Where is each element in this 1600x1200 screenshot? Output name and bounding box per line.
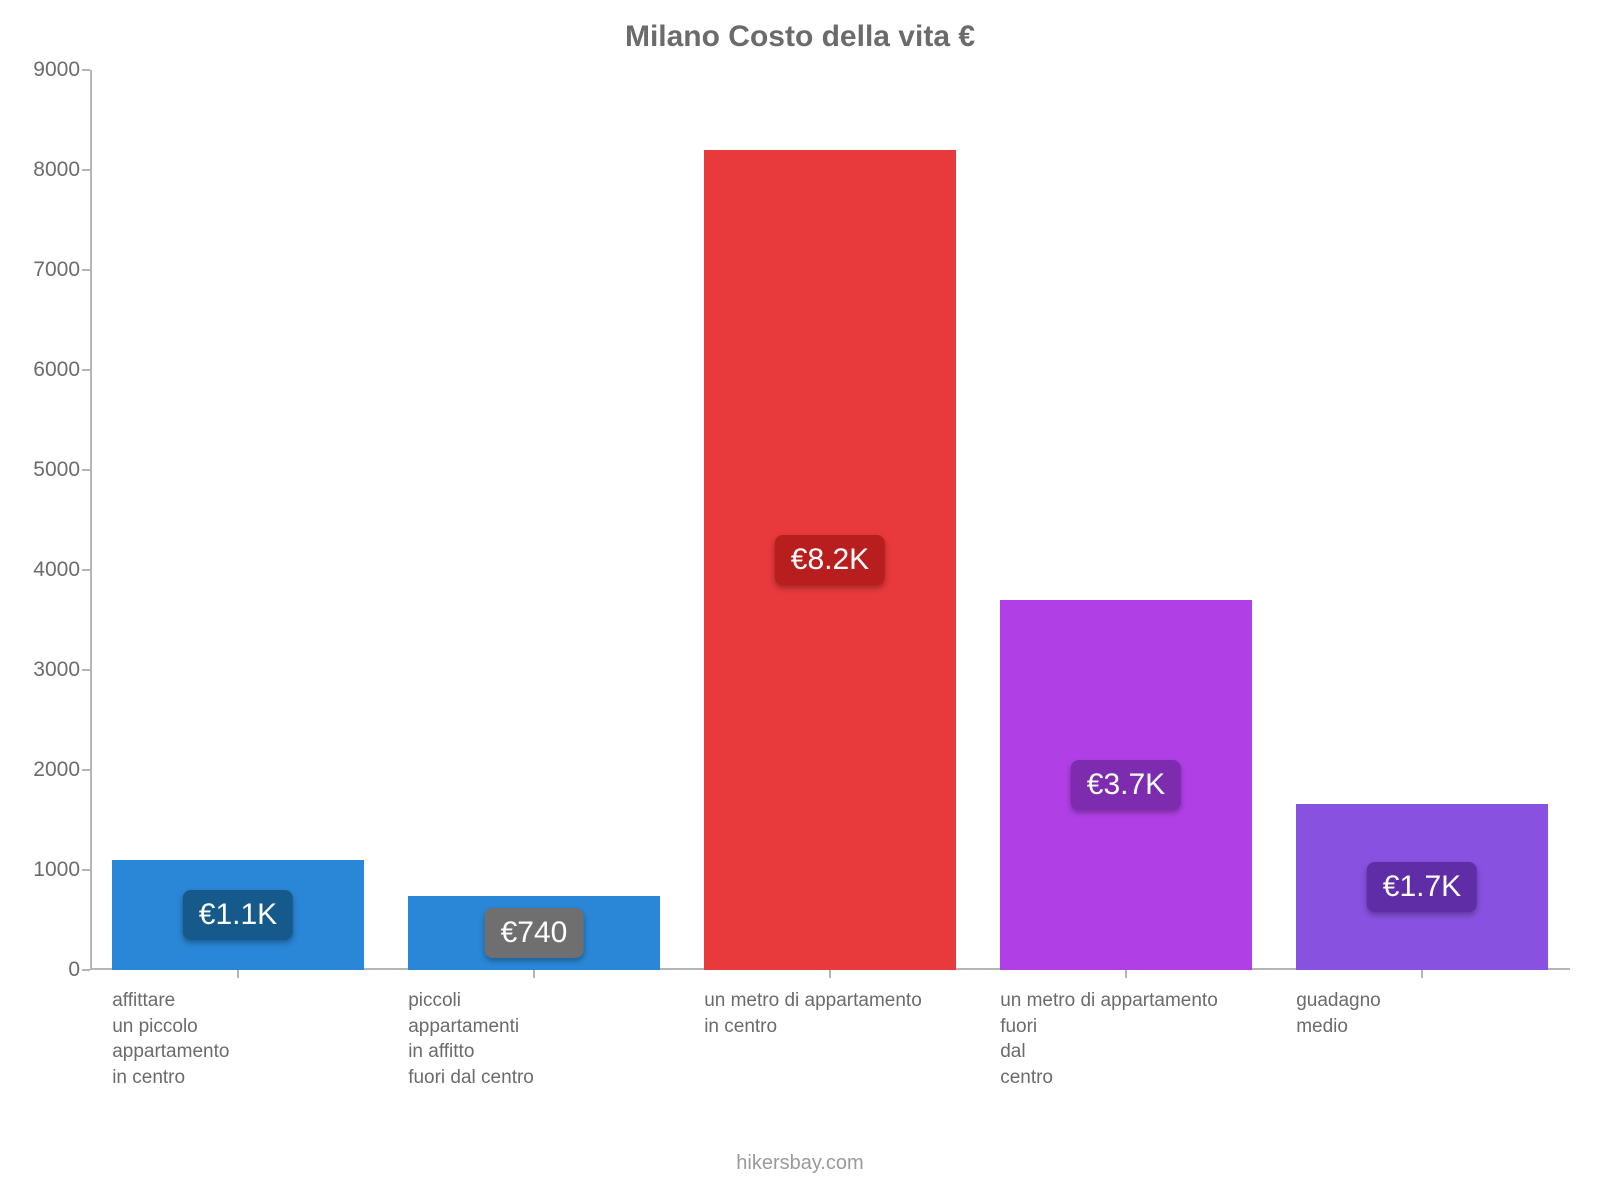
y-tick-mark xyxy=(82,169,90,171)
y-tick-mark xyxy=(82,469,90,471)
bar: €1.1K xyxy=(112,860,364,970)
y-tick-mark xyxy=(82,669,90,671)
plot-area: €1.1K€740€8.2K€3.7K€1.7K 010002000300040… xyxy=(90,70,1570,970)
bar: €1.7K xyxy=(1296,804,1548,970)
x-tick-label: un metro di appartamento fuori dal centr… xyxy=(1000,970,1252,1091)
x-tick-label: affittare un piccolo appartamento in cen… xyxy=(112,970,364,1091)
chart-title: Milano Costo della vita € xyxy=(0,20,1600,54)
x-tick-label: guadagno medio xyxy=(1296,970,1548,1039)
bar-value-badge: €1.1K xyxy=(183,890,293,940)
bar-value-badge: €3.7K xyxy=(1071,760,1181,810)
y-tick-mark xyxy=(82,769,90,771)
bar-value-badge: €740 xyxy=(485,908,584,958)
x-tick-label: un metro di appartamento in centro xyxy=(704,970,956,1039)
y-tick-mark xyxy=(82,269,90,271)
footer-attribution: hikersbay.com xyxy=(0,1152,1600,1175)
bars-layer: €1.1K €740 €8.2K €3.7K €1.7K xyxy=(90,70,1570,970)
x-tick-label: piccoli appartamenti in affitto fuori da… xyxy=(408,970,660,1091)
bar-value-badge: €1.7K xyxy=(1367,862,1477,912)
bar: €8.2K xyxy=(704,150,956,970)
y-tick-mark xyxy=(82,969,90,971)
chart-container: Milano Costo della vita € €1.1K €740 €8.2K… xyxy=(0,0,1600,1200)
y-tick-mark xyxy=(82,569,90,571)
y-tick-mark xyxy=(82,869,90,871)
bar-value-badge: €8.2K xyxy=(775,535,885,585)
bar: €3.7K xyxy=(1000,600,1252,970)
y-tick-mark xyxy=(82,369,90,371)
y-tick-mark xyxy=(82,69,90,71)
bar: €740 xyxy=(408,896,660,970)
